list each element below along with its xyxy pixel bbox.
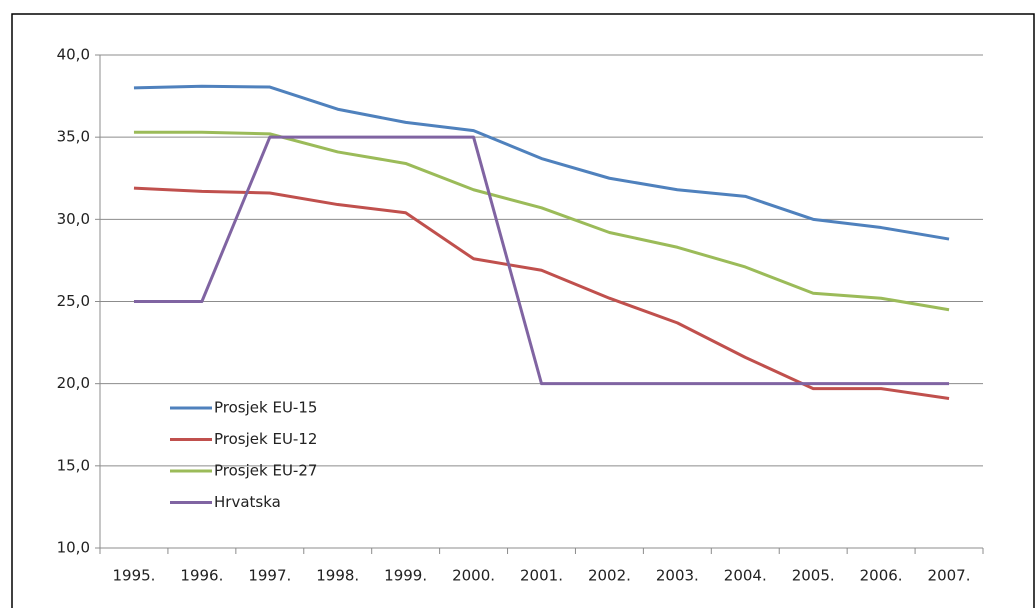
x-tick-label: 2005. (792, 567, 835, 585)
x-tick-label: 2006. (860, 567, 903, 585)
y-tick-label: 30,0 (57, 210, 90, 228)
legend-label: Prosjek EU-15 (214, 399, 317, 417)
x-tick-label: 1999. (384, 567, 427, 585)
x-tick-label: 1995. (112, 567, 155, 585)
x-tick-label: 2000. (452, 567, 495, 585)
x-tick-label: 2003. (656, 567, 699, 585)
x-tick-label: 1998. (316, 567, 359, 585)
x-tick-label: 1997. (248, 567, 291, 585)
legend-label: Hrvatska (214, 493, 281, 511)
y-tick-label: 10,0 (57, 539, 90, 557)
x-tick-label: 2001. (520, 567, 563, 585)
x-tick-label: 1996. (180, 567, 223, 585)
x-tick-label: 2002. (588, 567, 631, 585)
x-tick-label: 2004. (724, 567, 767, 585)
y-tick-label: 25,0 (57, 292, 90, 310)
y-tick-label: 40,0 (57, 46, 90, 64)
legend-label: Prosjek EU-27 (214, 462, 317, 480)
line-series (133, 84, 950, 241)
x-tick-label: 2007. (928, 567, 971, 585)
line-series (133, 186, 950, 400)
y-tick-label: 35,0 (57, 128, 90, 146)
y-tick-label: 15,0 (57, 456, 90, 474)
legend-label: Prosjek EU-12 (214, 430, 317, 448)
line-series (133, 130, 950, 312)
line-series (133, 135, 950, 386)
y-tick-label: 20,0 (57, 374, 90, 392)
